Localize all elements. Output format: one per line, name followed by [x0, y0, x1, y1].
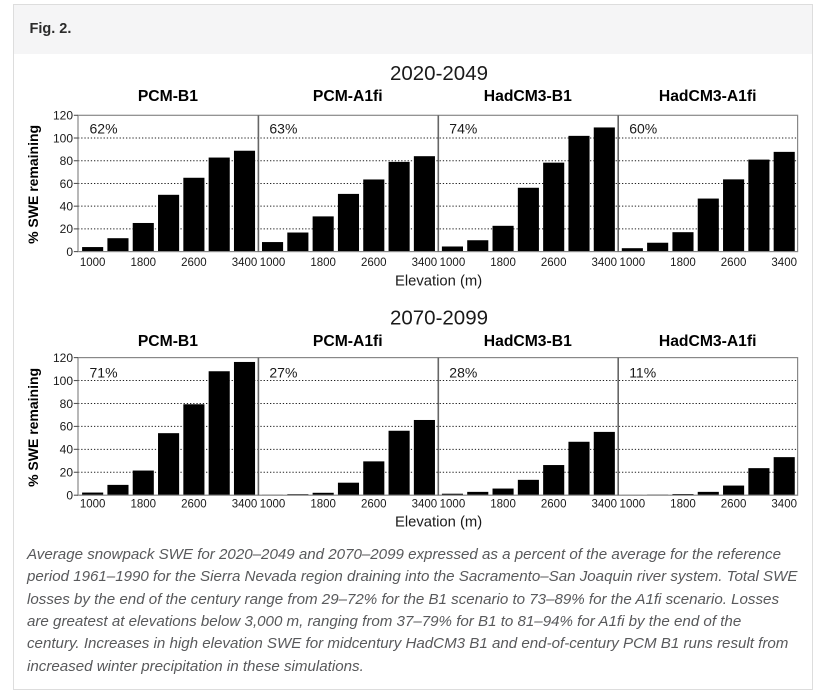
svg-text:80: 80 — [60, 397, 74, 411]
svg-text:120: 120 — [53, 109, 73, 123]
svg-text:3400: 3400 — [412, 499, 438, 511]
svg-text:PCM-A1fi: PCM-A1fi — [313, 333, 383, 350]
svg-text:3400: 3400 — [232, 257, 258, 269]
svg-text:1000: 1000 — [440, 499, 466, 511]
svg-text:2600: 2600 — [541, 257, 567, 269]
svg-text:2600: 2600 — [721, 499, 747, 511]
svg-text:1800: 1800 — [310, 257, 336, 269]
svg-text:1800: 1800 — [490, 257, 516, 269]
svg-text:2600: 2600 — [181, 499, 207, 511]
svg-text:0: 0 — [66, 245, 73, 259]
svg-text:1800: 1800 — [670, 257, 696, 269]
svg-text:2600: 2600 — [361, 257, 387, 269]
svg-text:3400: 3400 — [771, 257, 797, 269]
svg-text:HadCM3-B1: HadCM3-B1 — [484, 88, 572, 105]
svg-text:PCM-B1: PCM-B1 — [138, 88, 198, 105]
svg-text:11%: 11% — [629, 365, 656, 381]
svg-text:2600: 2600 — [721, 257, 747, 269]
svg-text:3400: 3400 — [232, 499, 258, 511]
svg-text:100: 100 — [53, 131, 73, 145]
svg-text:62%: 62% — [90, 121, 118, 137]
svg-text:1800: 1800 — [130, 257, 156, 269]
svg-text:74%: 74% — [449, 121, 477, 137]
svg-text:71%: 71% — [90, 365, 118, 381]
svg-text:HadCM3-A1fi: HadCM3-A1fi — [659, 88, 757, 105]
svg-text:3400: 3400 — [592, 499, 618, 511]
svg-text:40: 40 — [60, 199, 74, 213]
svg-text:2600: 2600 — [361, 499, 387, 511]
svg-text:40: 40 — [60, 443, 74, 457]
svg-text:1000: 1000 — [440, 257, 466, 269]
svg-text:1000: 1000 — [260, 499, 286, 511]
svg-text:HadCM3-B1: HadCM3-B1 — [484, 333, 572, 350]
svg-text:1000: 1000 — [80, 499, 106, 511]
svg-text:1000: 1000 — [620, 257, 646, 269]
svg-text:1800: 1800 — [310, 499, 336, 511]
svg-text:100: 100 — [53, 374, 73, 388]
svg-text:3400: 3400 — [771, 499, 797, 511]
svg-text:20: 20 — [60, 466, 74, 480]
svg-text:28%: 28% — [449, 365, 477, 381]
svg-text:60: 60 — [60, 177, 74, 191]
svg-text:60%: 60% — [629, 121, 657, 137]
svg-text:1800: 1800 — [490, 499, 516, 511]
svg-text:60: 60 — [60, 420, 74, 434]
svg-text:2600: 2600 — [181, 257, 207, 269]
svg-text:2020-2049: 2020-2049 — [390, 62, 488, 85]
svg-text:2070-2099: 2070-2099 — [390, 307, 488, 330]
svg-text:0: 0 — [66, 489, 73, 503]
svg-text:PCM-A1fi: PCM-A1fi — [313, 88, 383, 105]
svg-text:HadCM3-A1fi: HadCM3-A1fi — [659, 333, 757, 350]
svg-text:1800: 1800 — [670, 499, 696, 511]
svg-text:1000: 1000 — [80, 257, 106, 269]
svg-text:63%: 63% — [269, 121, 297, 137]
svg-text:% SWE remaining: % SWE remaining — [25, 125, 41, 244]
svg-text:1800: 1800 — [130, 499, 156, 511]
svg-text:PCM-B1: PCM-B1 — [138, 333, 198, 350]
svg-text:Elevation (m): Elevation (m) — [395, 515, 482, 531]
svg-text:27%: 27% — [269, 365, 297, 381]
svg-text:1000: 1000 — [620, 499, 646, 511]
svg-text:3400: 3400 — [412, 257, 438, 269]
svg-text:20: 20 — [60, 222, 74, 236]
svg-text:1000: 1000 — [260, 257, 286, 269]
svg-text:80: 80 — [60, 154, 74, 168]
svg-text:3400: 3400 — [592, 257, 618, 269]
svg-text:Elevation (m): Elevation (m) — [395, 273, 482, 289]
svg-text:% SWE remaining: % SWE remaining — [25, 368, 41, 487]
svg-text:120: 120 — [53, 351, 73, 365]
svg-text:2600: 2600 — [541, 499, 567, 511]
